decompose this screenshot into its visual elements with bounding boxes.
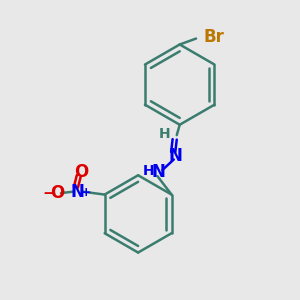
Text: O: O <box>74 163 88 181</box>
Text: +: + <box>81 186 92 199</box>
Text: N: N <box>168 147 182 165</box>
Text: N: N <box>152 163 166 181</box>
Text: H: H <box>159 127 171 141</box>
Text: −: − <box>43 186 56 201</box>
Text: H: H <box>143 164 154 178</box>
Text: O: O <box>50 184 64 202</box>
Text: N: N <box>71 183 85 201</box>
Text: Br: Br <box>203 28 224 46</box>
